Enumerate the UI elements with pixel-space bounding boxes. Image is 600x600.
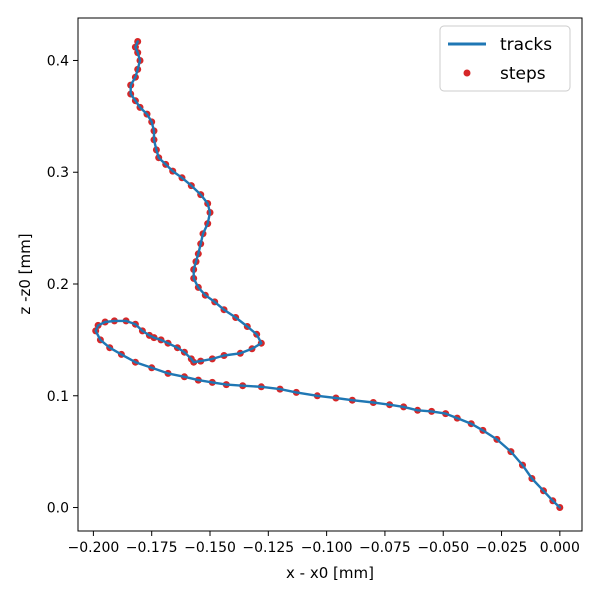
- x-tick-label: −0.175: [126, 540, 178, 556]
- plot-area: [92, 38, 564, 511]
- legend-steps-swatch: [463, 69, 471, 77]
- y-tick-label: 0.3: [47, 165, 69, 181]
- legend-box: [439, 25, 571, 92]
- axes-frame: [77, 17, 583, 532]
- x-tick-label: −0.150: [184, 540, 236, 556]
- x-tick-label: −0.075: [359, 540, 411, 556]
- y-tick-label: 0.1: [47, 389, 69, 405]
- x-tick-label: −0.200: [67, 540, 119, 556]
- y-tick-label: 0.0: [47, 501, 69, 517]
- y-tick-label: 0.2: [47, 277, 69, 293]
- track-line: [94, 40, 561, 509]
- y-tick-label: 0.4: [47, 53, 69, 69]
- legend: tracks steps: [439, 25, 571, 92]
- x-tick-label: −0.050: [417, 540, 469, 556]
- x-tick-label: −0.125: [242, 540, 294, 556]
- legend-tracks-label: tracks: [500, 35, 552, 55]
- x-axis-label: x - x0 [mm]: [286, 564, 374, 582]
- x-tick-label: −0.025: [476, 540, 528, 556]
- x-tick-label: −0.100: [301, 540, 353, 556]
- legend-steps-label: steps: [500, 64, 546, 84]
- axis-ticks: −0.200 −0.175 −0.150 −0.125 −0.100 −0.075 −0.0…: [47, 53, 580, 556]
- x-tick-label: 0.000: [540, 540, 580, 556]
- y-axis-label: z -z0 [mm]: [16, 233, 34, 314]
